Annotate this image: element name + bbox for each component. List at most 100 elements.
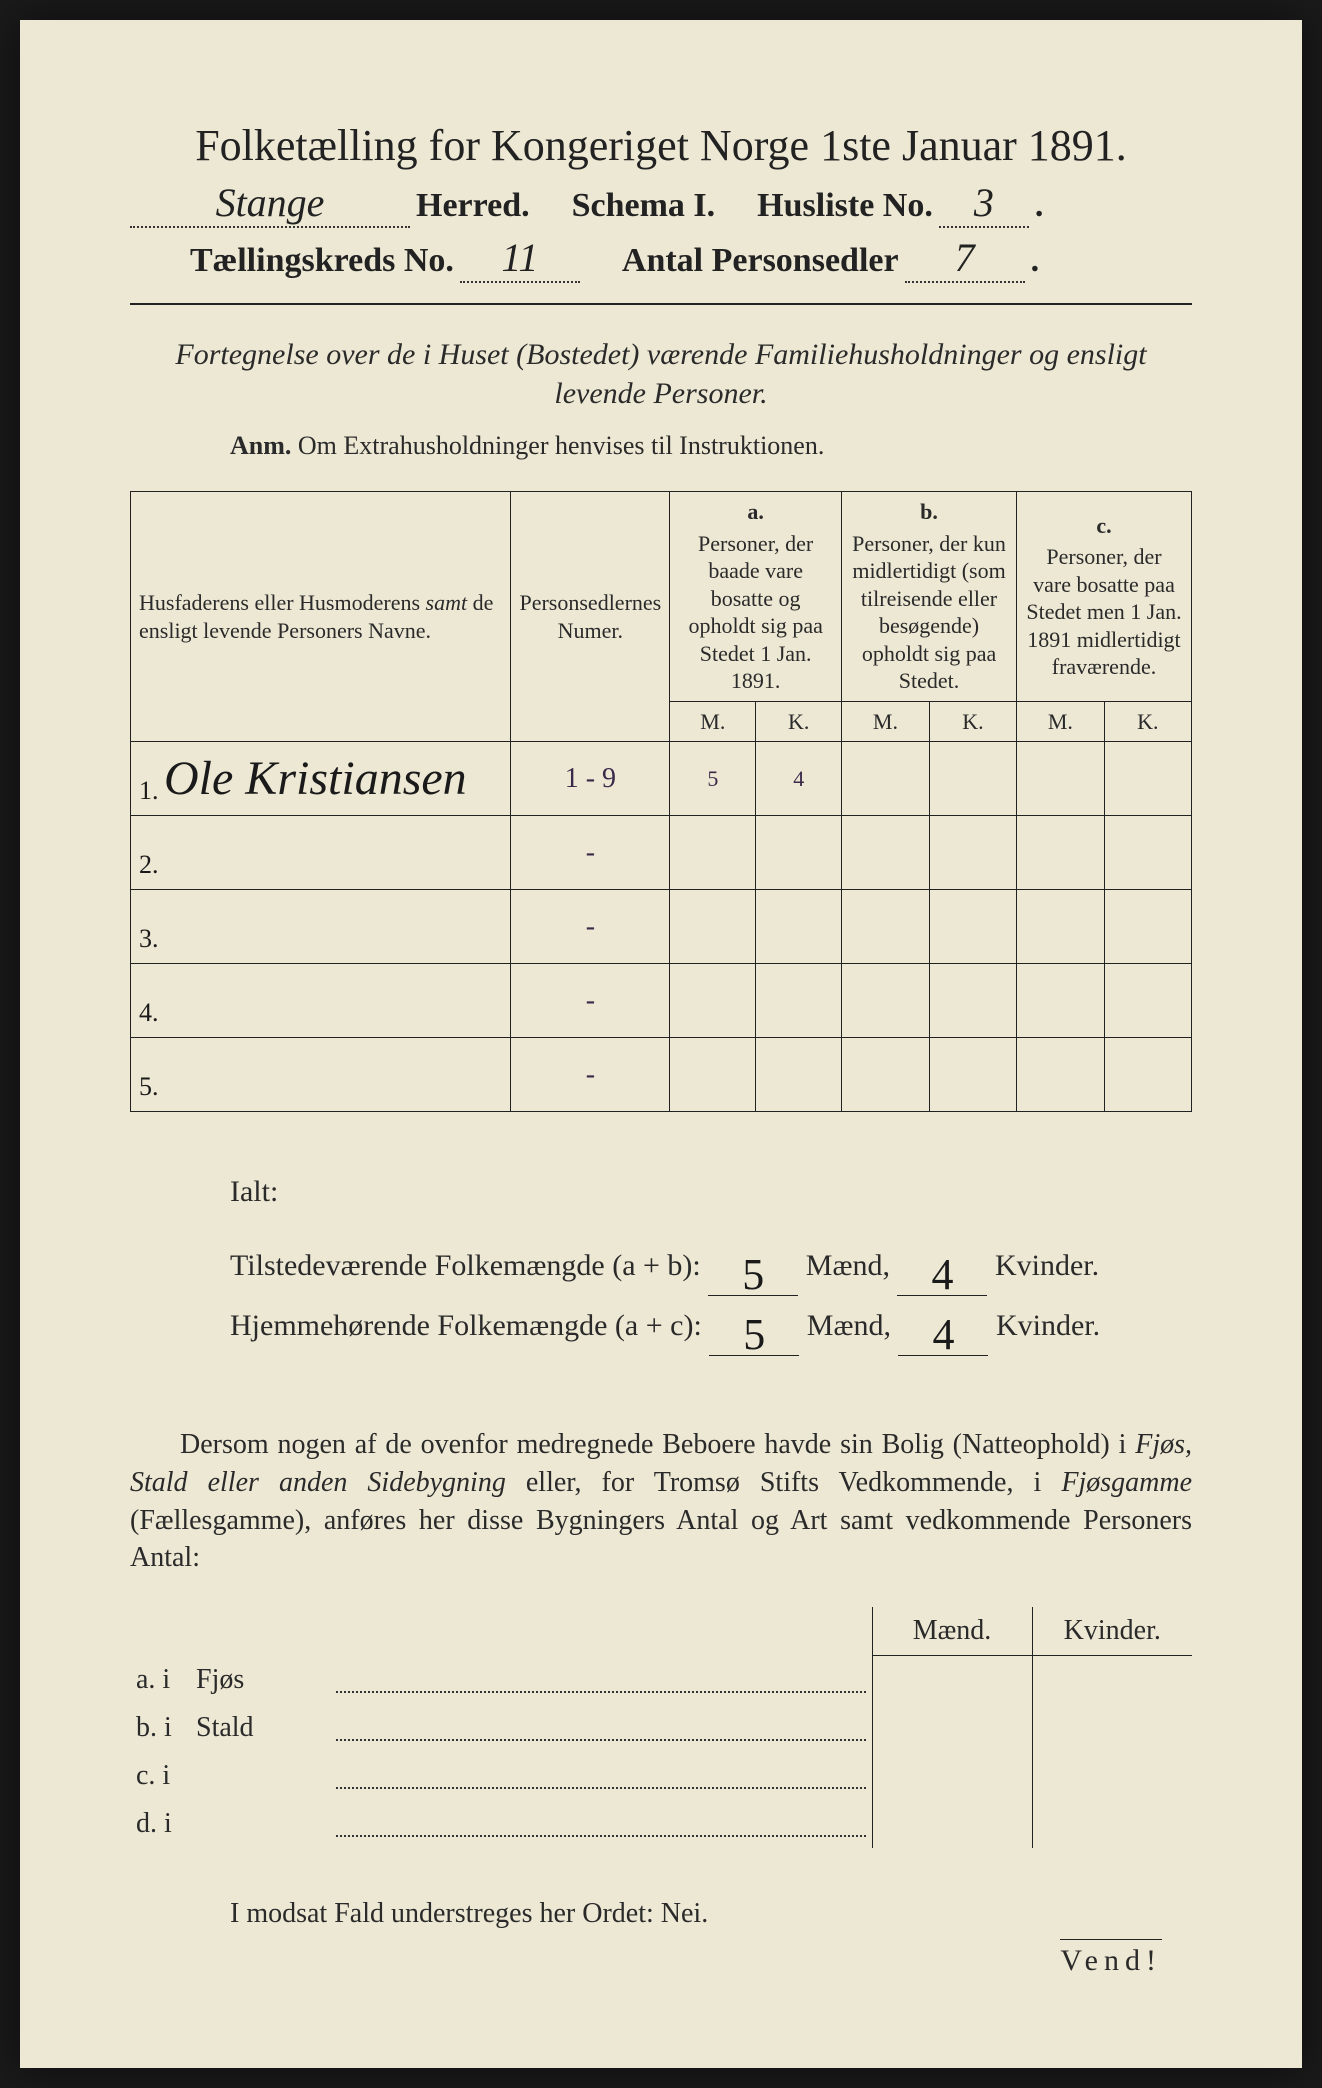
row-name: 1. Ole Kristiansen [131,742,511,816]
row-b-m [842,742,930,816]
kreds-label: Tællingskreds No. [190,242,454,280]
col-c-k: K. [1104,701,1191,742]
bottom-row: a. iFjøs [130,1656,1192,1704]
col-b-header: b. Personer, der kun midlertidigt (som t… [842,492,1017,702]
bottom-row: d. i [130,1800,1192,1848]
col-a-m: M. [670,701,756,742]
bottom-cell-k [1032,1800,1192,1848]
bottom-row-type [190,1800,330,1848]
bottom-cell-m [872,1656,1032,1704]
row-c-k [1104,964,1191,1038]
header-line-2: Tællingskreds No. 11 Antal Personsedler … [190,234,1192,283]
row-num: - [511,816,670,890]
row-c-k [1104,1038,1191,1112]
row-b-k [929,964,1016,1038]
row-name: 5. [131,1038,511,1112]
row-c-m [1016,964,1104,1038]
page-title: Folketælling for Kongeriget Norge 1ste J… [130,120,1192,171]
row-a-k [756,890,842,964]
col-a-k: K. [756,701,842,742]
col-num-header: Personsedlernes Numer. [511,492,670,742]
totals-line-2: Hjemmehørende Folkemængde (a + c): 5 Mæn… [230,1296,1192,1356]
row-c-m [1016,816,1104,890]
row-c-k [1104,890,1191,964]
row-name: 4. [131,964,511,1038]
row-num: 1 - 9 [511,742,670,816]
dotted-fill [336,1811,866,1837]
totals-block: Ialt: Tilstedeværende Folkemængde (a + b… [230,1162,1192,1356]
bottom-cell-k [1032,1704,1192,1752]
anm-label: Anm. [230,431,291,460]
subtitle: Fortegnelse over de i Huset (Bostedet) v… [130,335,1192,413]
row-a-m [670,890,756,964]
bottom-cell-k [1032,1752,1192,1800]
bottom-row-label: d. i [130,1800,190,1848]
bottom-cell-k [1032,1656,1192,1704]
row-c-m [1016,890,1104,964]
row-a-k [756,1038,842,1112]
bottom-table: Mænd. Kvinder. a. iFjøsb. iStaldc. id. i [130,1607,1192,1848]
instructions-paragraph: Dersom nogen af de ovenfor medregnede Be… [130,1426,1192,1577]
row-b-k [929,890,1016,964]
row-b-m [842,1038,930,1112]
row-c-k [1104,742,1191,816]
vend-label: Vend! [1060,1939,1162,1978]
row-a-k [756,964,842,1038]
divider [130,303,1192,305]
bottom-row-type: Stald [190,1704,330,1752]
census-form: Folketælling for Kongeriget Norge 1ste J… [20,20,1302,2068]
ialt-label: Ialt: [230,1162,1192,1222]
col-b-m: M. [842,701,930,742]
table-row: 3. - [131,890,1192,964]
table-row: 5. - [131,1038,1192,1112]
col-name-header: Husfaderens eller Husmoderens samt de en… [131,492,511,742]
bottom-kvinder-header: Kvinder. [1032,1607,1192,1656]
bottom-row-label: a. i [130,1656,190,1704]
row-b-k [929,742,1016,816]
col-b-k: K. [929,701,1016,742]
row-num: - [511,1038,670,1112]
bottom-cell-m [872,1752,1032,1800]
bottom-row-type: Fjøs [190,1656,330,1704]
bottom-row-label: b. i [130,1704,190,1752]
table-row: 4. - [131,964,1192,1038]
bottom-row-type [190,1752,330,1800]
row-b-m [842,890,930,964]
row-a-k: 4 [756,742,842,816]
bottom-cell-m [872,1800,1032,1848]
row-b-m [842,816,930,890]
husliste-label: Husliste No. [757,187,933,225]
anm-note: Anm. Om Extrahusholdninger henvises til … [230,431,1192,461]
col-c-header: c. Personer, der vare bosatte paa Stedet… [1016,492,1191,702]
row-name: 3. [131,890,511,964]
row-b-k [929,816,1016,890]
table-row: 2. - [131,816,1192,890]
husliste-value: 3 [974,180,994,225]
table-row: 1. Ole Kristiansen1 - 954 [131,742,1192,816]
dotted-fill [336,1715,866,1741]
row-a-m: 5 [670,742,756,816]
schema-label: Schema I. [572,187,716,225]
dotted-fill [336,1763,866,1789]
row-c-m [1016,742,1104,816]
herred-value: Stange [216,180,325,225]
row-a-k [756,816,842,890]
row-a-m [670,964,756,1038]
bottom-row: c. i [130,1752,1192,1800]
totals-line-1: Tilstedeværende Folkemængde (a + b): 5 M… [230,1236,1192,1296]
anm-text: Om Extrahusholdninger henvises til Instr… [298,431,824,460]
col-a-header: a. Personer, der baade vare bosatte og o… [670,492,842,702]
row-b-m [842,964,930,1038]
sedler-label: Antal Personsedler [622,242,899,280]
row-c-m [1016,1038,1104,1112]
row-a-m [670,1038,756,1112]
herred-label: Herred. [416,187,530,225]
col-c-m: M. [1016,701,1104,742]
closing-text: I modsat Fald understreges her Ordet: Ne… [230,1898,1192,1930]
bottom-row-label: c. i [130,1752,190,1800]
header-line-1: Stange Herred. Schema I. Husliste No. 3 … [130,179,1192,228]
row-num: - [511,890,670,964]
dotted-fill [336,1667,866,1693]
census-table: Husfaderens eller Husmoderens samt de en… [130,491,1192,1112]
bottom-maend-header: Mænd. [872,1607,1032,1656]
